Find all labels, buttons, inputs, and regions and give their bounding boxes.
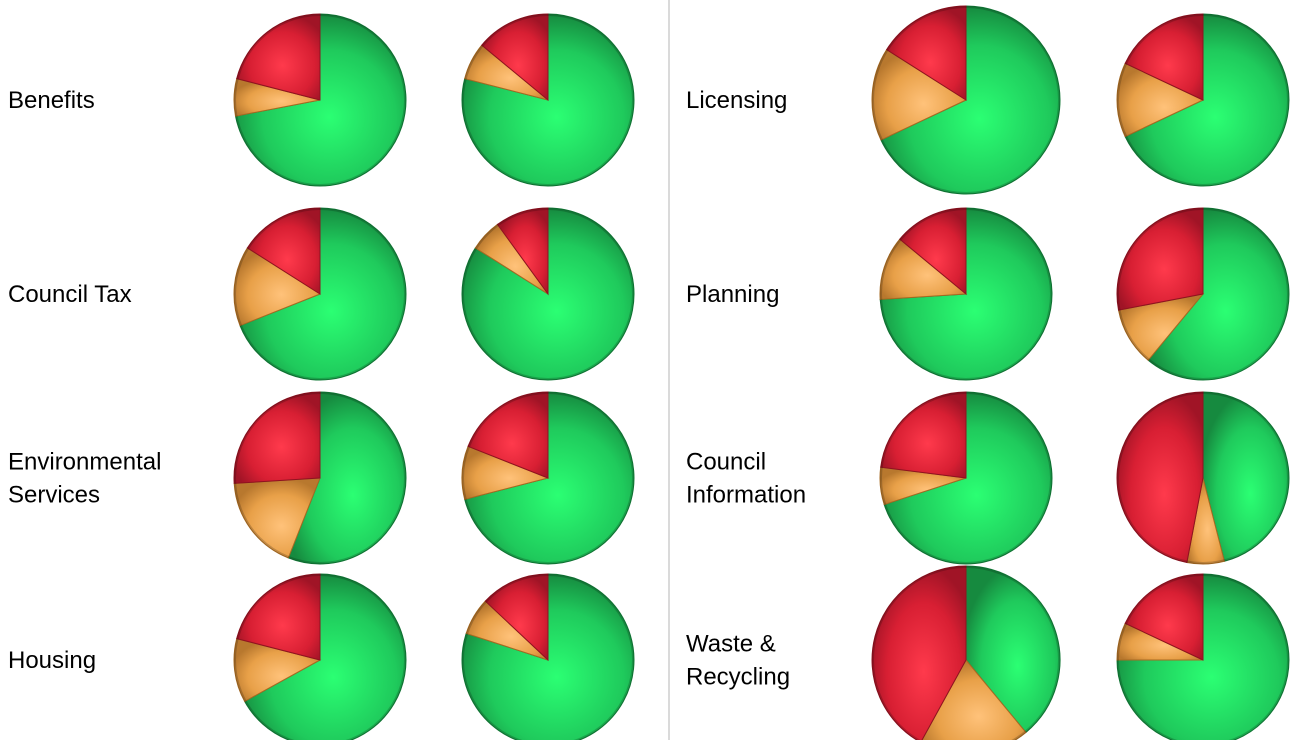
pie-slice-green [239,207,407,381]
category-label: Benefits [8,87,95,114]
pie-slice-red [467,391,549,479]
category-label-line: Council [686,449,766,476]
pie-waste-recycling-1 [871,565,1061,740]
pie-slice-green [1124,13,1290,187]
pie-rim [234,14,406,186]
pie-slice-red [1116,207,1204,311]
pie-slice-orange [921,659,1027,740]
pie-waste-recycling-2 [1116,573,1290,740]
pie-slice-red [1124,13,1204,101]
pie-rim [1117,392,1289,564]
pie-slice-green [880,5,1061,195]
category-label-line: Environmental [8,449,161,476]
pie-rim [462,392,634,564]
pie-slice-red [484,573,549,662]
pie-licensing-2 [1116,13,1290,187]
category-label: Licensing [686,87,787,114]
category-label: Council Tax [8,281,132,308]
pie-slice-red [481,13,549,102]
pie-rim [462,208,634,380]
pie-slice-red [233,391,321,484]
pie-slice-red [236,13,321,101]
category-row-benefits: Benefits [8,13,635,187]
pie-slice-green [243,573,407,740]
pie-slice-red [1124,573,1204,661]
pie-slice-red [236,573,321,661]
category-label-line: Council Tax [8,281,132,308]
category-row-planning: Planning [686,207,1290,381]
pie-slice-red [246,207,321,295]
pie-slice-orange [233,477,321,559]
pie-slice-green [1116,573,1290,740]
pie-rim [234,392,406,564]
pie-slice-red [496,207,549,296]
pie-council-information-1 [879,391,1053,565]
pie-planning-1 [879,207,1053,381]
pie-slice-orange [871,48,968,141]
pie-rim [1117,574,1289,740]
pie-benefits-1 [233,13,407,187]
pie-rim [1117,208,1289,380]
pie-rim [872,566,1060,740]
category-label-line: Recycling [686,664,790,691]
pie-rim [462,14,634,186]
pie-rim [880,208,1052,380]
category-label-line: Waste & [686,631,776,658]
pie-slice-green [1202,391,1290,562]
category-label-line: Services [8,482,100,509]
category-row-housing: Housing [8,573,635,740]
pie-environmental-services-1 [233,391,407,565]
pie-benefits-2 [461,13,635,187]
pie-environmental-services-2 [461,391,635,565]
pie-slice-green [965,565,1061,734]
category-row-waste-recycling: Waste & Recycling [686,565,1290,740]
pie-slice-red [871,565,967,740]
category-label: Environmental Services [8,449,161,509]
category-row-council-tax: Council Tax [8,207,635,381]
pie-council-tax-1 [233,207,407,381]
pie-slice-orange [879,238,968,300]
pie-rim [234,208,406,380]
pie-rim [872,6,1060,194]
pie-slice-green [461,573,635,740]
pie-slice-orange [1116,62,1205,138]
category-row-environmental-services: Environmental Services [8,391,635,565]
category-row-licensing: Licensing [686,5,1290,195]
category-label-line: Licensing [686,87,787,114]
pie-slice-green [883,391,1053,565]
pie-slice-green [1147,207,1290,381]
pie-slice-red [885,5,967,101]
pie-rim [234,574,406,740]
pie-slice-red [880,391,967,479]
pie-planning-2 [1116,207,1290,381]
category-label: Council Information [686,449,806,509]
pie-rim [462,574,634,740]
pie-slice-orange [233,247,322,327]
pie-council-tax-2 [461,207,635,381]
category-label: Waste & Recycling [686,631,790,691]
pie-slice-green [234,13,407,187]
pie-slice-red [899,207,967,296]
pie-slice-green [461,13,635,187]
category-label-line: Information [686,482,806,509]
category-label: Housing [8,647,96,674]
category-label-line: Planning [686,281,779,308]
category-label-line: Benefits [8,87,95,114]
pie-housing-1 [233,573,407,740]
pie-slice-green [287,391,407,565]
category-label-line: Housing [8,647,96,674]
pie-housing-2 [461,573,635,740]
category-label: Planning [686,281,779,308]
pie-rim [1117,14,1289,186]
category-row-council-information: Council Information [686,391,1290,565]
pie-council-information-2 [1116,391,1290,565]
pie-slice-orange [233,638,322,703]
pie-licensing-1 [871,5,1061,195]
pie-slice-red [1116,391,1204,564]
pie-rim [880,392,1052,564]
